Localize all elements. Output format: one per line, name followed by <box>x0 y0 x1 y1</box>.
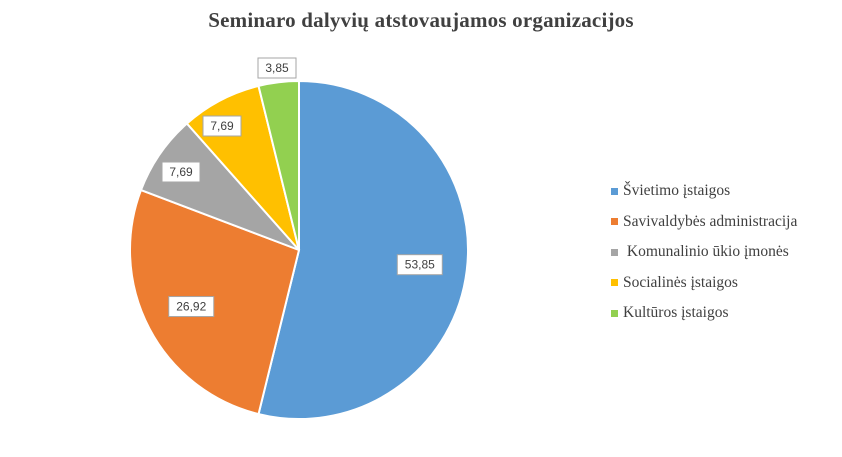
data-label-komunalinio: 7,69 <box>161 161 201 183</box>
legend-item-savivaldybes: Savivaldybės administracija <box>611 207 797 238</box>
legend-swatch <box>611 279 618 287</box>
data-label-savivaldybes: 26,92 <box>168 296 215 318</box>
legend-item-kulturos: Kultūros įstaigos <box>611 298 797 329</box>
legend-swatch <box>611 218 618 226</box>
legend-swatch <box>611 309 618 317</box>
legend: Švietimo įstaigos Savivaldybės administra… <box>611 176 797 329</box>
svg-text:53,85: 53,85 <box>405 258 435 272</box>
legend-swatch <box>611 248 618 256</box>
legend-item-socialines: Socialinės įstaigos <box>611 268 797 299</box>
data-label-svietimo: 53,85 <box>396 254 443 276</box>
legend-swatch <box>611 187 618 195</box>
chart-title: Seminaro dalyvių atstovaujamos organizac… <box>208 8 634 32</box>
legend-label: Švietimo įstaigos <box>623 182 731 200</box>
svg-text:3,85: 3,85 <box>265 61 289 75</box>
data-labels: 53,85 26,92 7,69 7,69 3,85 <box>161 57 443 318</box>
pie-slices <box>129 79 469 420</box>
legend-label: Komunalinio ūkio įmonės <box>623 243 789 261</box>
legend-item-svietimo: Švietimo įstaigos <box>611 176 797 207</box>
svg-text:7,69: 7,69 <box>210 119 234 133</box>
legend-label: Socialinės įstaigos <box>623 273 738 291</box>
legend-label: Kultūros įstaigos <box>623 304 729 322</box>
data-label-socialines: 7,69 <box>202 115 242 137</box>
pie-slice-svietimo <box>257 79 469 420</box>
pie-slice-kulturos <box>257 79 300 251</box>
svg-text:26,92: 26,92 <box>176 300 206 314</box>
legend-item-komunalinio: Komunalinio ūkio įmonės <box>611 237 797 268</box>
pie-slice-savivaldybes <box>129 188 301 416</box>
legend-label: Savivaldybės administracija <box>623 212 798 230</box>
data-label-kulturos: 3,85 <box>257 57 297 79</box>
svg-text:7,69: 7,69 <box>169 165 193 179</box>
